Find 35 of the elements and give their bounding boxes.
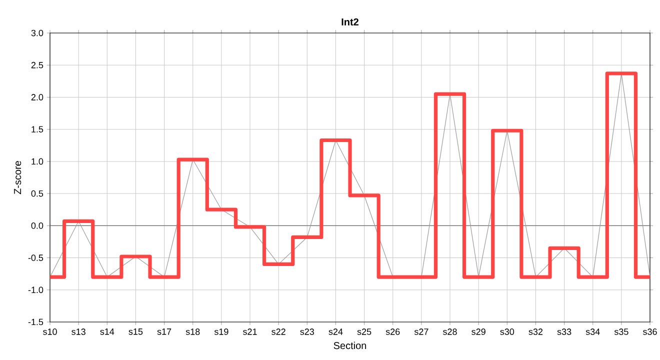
y-tick-label: 1.5 bbox=[32, 126, 44, 132]
x-tick-label: s19 bbox=[214, 328, 228, 335]
x-tick-label: s24 bbox=[328, 328, 343, 335]
y-axis-title: Z-score bbox=[14, 161, 22, 194]
x-tick-label: s15 bbox=[128, 328, 143, 335]
x-tick-label: s27 bbox=[414, 328, 428, 335]
chart-title: Int2 bbox=[342, 18, 358, 26]
x-tick-label: s13 bbox=[72, 328, 86, 335]
y-tick-label: -1.5 bbox=[28, 318, 44, 326]
y-tick-label: 3.0 bbox=[31, 30, 44, 36]
x-tick-label: s33 bbox=[557, 328, 572, 335]
x-tick-label: s14 bbox=[100, 328, 114, 335]
y-tick-label: 0.0 bbox=[31, 222, 44, 229]
x-tick-label: s22 bbox=[272, 328, 286, 335]
x-tick-label: s28 bbox=[443, 328, 457, 335]
x-axis-title: Section bbox=[334, 342, 366, 350]
y-tick-label: -1.0 bbox=[28, 286, 44, 294]
x-tick-label: s25 bbox=[357, 328, 372, 335]
y-tick-label: 2.0 bbox=[31, 94, 44, 100]
x-tick-label: s18 bbox=[186, 328, 200, 335]
x-tick-label: s26 bbox=[386, 328, 400, 335]
y-tick-label: -0.5 bbox=[28, 254, 44, 261]
x-tick-label: s17 bbox=[157, 328, 172, 335]
x-tick-label: s29 bbox=[472, 328, 486, 335]
x-tick-label: s10 bbox=[43, 328, 57, 335]
y-tick-label: 1.0 bbox=[32, 158, 44, 165]
x-tick-label: s35 bbox=[614, 328, 628, 335]
x-tick-label: s32 bbox=[528, 328, 543, 335]
y-tick-label: 0.5 bbox=[31, 190, 44, 197]
x-tick-label: s36 bbox=[643, 328, 657, 335]
x-tick-label: s34 bbox=[586, 328, 600, 335]
x-tick-label: s30 bbox=[500, 328, 514, 335]
x-tick-label: s23 bbox=[300, 328, 314, 335]
y-tick-label: 2.5 bbox=[31, 62, 44, 68]
x-tick-label: s21 bbox=[243, 328, 257, 335]
